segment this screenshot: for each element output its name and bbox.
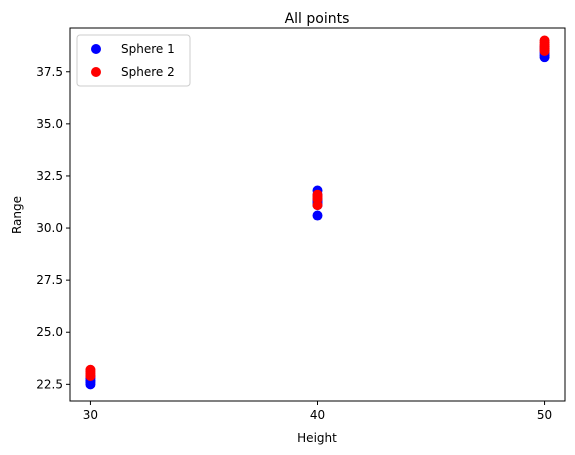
y-axis-label: Range: [10, 196, 24, 234]
data-point-series-2: [85, 364, 96, 375]
x-tick-label: 50: [537, 408, 552, 422]
y-tick-label: 35.0: [36, 117, 63, 131]
y-tick-label: 25.0: [36, 325, 63, 339]
x-axis: 30 40 50: [83, 401, 552, 422]
chart-title: All points: [285, 11, 350, 27]
y-tick-label: 30.0: [36, 221, 63, 235]
x-axis-label: Height: [297, 431, 337, 445]
y-tick-label: 22.5: [36, 377, 63, 391]
legend-marker-sphere-2: [91, 67, 101, 77]
data-point-series-1: [312, 210, 323, 221]
x-tick-label: 40: [310, 408, 325, 422]
y-axis: 22.5 25.0 27.5 30.0 32.5 35.0 37.5: [36, 65, 70, 391]
legend: Sphere 1 Sphere 2: [76, 34, 191, 87]
points-layer: [85, 35, 550, 390]
x-tick-label: 30: [83, 408, 98, 422]
data-point-series-2: [312, 189, 323, 200]
legend-box: [76, 34, 191, 87]
data-point-series-2: [539, 35, 550, 46]
legend-label-sphere-2: Sphere 2: [121, 65, 175, 79]
y-tick-label: 27.5: [36, 273, 63, 287]
y-tick-label: 37.5: [36, 65, 63, 79]
y-tick-label: 32.5: [36, 169, 63, 183]
legend-marker-sphere-1: [91, 44, 101, 54]
legend-label-sphere-1: Sphere 1: [121, 42, 175, 56]
